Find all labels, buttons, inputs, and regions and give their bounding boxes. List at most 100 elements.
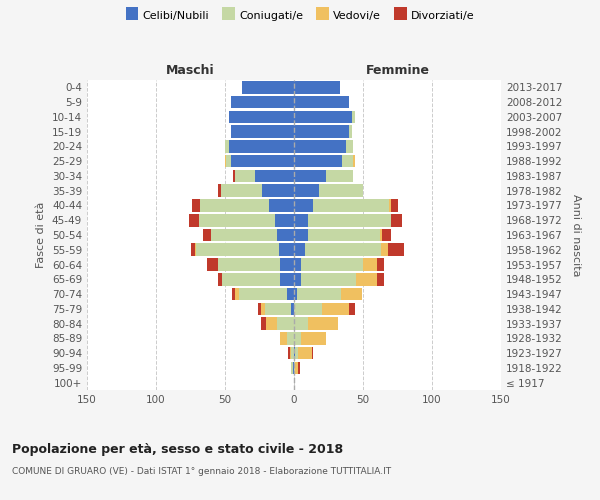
Bar — [346, 140, 353, 152]
Bar — [239, 288, 287, 300]
Bar — [308, 228, 380, 241]
Bar — [343, 155, 353, 168]
Bar — [294, 214, 308, 226]
Bar — [294, 81, 340, 94]
Bar — [294, 170, 326, 182]
Bar — [211, 228, 277, 241]
Bar — [377, 273, 384, 285]
Bar — [294, 332, 301, 344]
Bar — [295, 362, 298, 374]
Bar — [203, 228, 211, 241]
Bar — [290, 347, 291, 360]
Bar — [196, 244, 279, 256]
Bar — [382, 228, 391, 241]
Bar — [356, 273, 377, 285]
Bar — [280, 258, 294, 271]
Bar — [349, 126, 352, 138]
Bar — [294, 302, 322, 315]
Bar — [294, 140, 346, 152]
Bar — [218, 273, 222, 285]
Bar — [225, 155, 226, 168]
Bar — [294, 184, 319, 197]
Bar — [200, 199, 269, 212]
Bar — [233, 170, 235, 182]
Text: COMUNE DI GRUARO (VE) - Dati ISTAT 1° gennaio 2018 - Elaborazione TUTTITALIA.IT: COMUNE DI GRUARO (VE) - Dati ISTAT 1° ge… — [12, 468, 391, 476]
Bar — [294, 110, 352, 123]
Bar — [294, 244, 305, 256]
Bar — [294, 347, 295, 360]
Bar — [298, 347, 312, 360]
Bar — [352, 110, 355, 123]
Bar — [301, 273, 356, 285]
Bar — [269, 199, 294, 212]
Bar — [218, 258, 280, 271]
Bar — [294, 318, 308, 330]
Bar — [287, 332, 294, 344]
Bar — [279, 244, 294, 256]
Bar — [226, 155, 230, 168]
Bar — [377, 258, 384, 271]
Bar — [391, 199, 398, 212]
Bar — [194, 244, 196, 256]
Y-axis label: Anni di nascita: Anni di nascita — [571, 194, 581, 276]
Bar — [295, 347, 298, 360]
Bar — [280, 332, 287, 344]
Bar — [308, 318, 338, 330]
Bar — [192, 199, 200, 212]
Bar — [221, 184, 262, 197]
Legend: Celibi/Nubili, Coniugati/e, Vedovi/e, Divorziati/e: Celibi/Nubili, Coniugati/e, Vedovi/e, Di… — [121, 6, 479, 25]
Bar — [293, 362, 294, 374]
Bar — [230, 126, 294, 138]
Text: Maschi: Maschi — [166, 64, 215, 78]
Bar — [294, 273, 301, 285]
Bar — [261, 302, 265, 315]
Bar — [294, 96, 349, 108]
Bar — [218, 184, 221, 197]
Bar — [189, 214, 199, 226]
Bar — [230, 96, 294, 108]
Bar — [258, 302, 261, 315]
Bar — [353, 155, 355, 168]
Bar — [313, 199, 389, 212]
Bar — [280, 273, 294, 285]
Bar — [191, 244, 194, 256]
Bar — [262, 184, 294, 197]
Bar — [275, 214, 294, 226]
Bar — [266, 318, 277, 330]
Bar — [319, 184, 363, 197]
Bar — [207, 258, 218, 271]
Y-axis label: Fasce di età: Fasce di età — [37, 202, 46, 268]
Bar — [277, 228, 294, 241]
Bar — [230, 155, 294, 168]
Bar — [308, 214, 391, 226]
Bar — [261, 318, 266, 330]
Bar — [363, 258, 377, 271]
Bar — [222, 273, 280, 285]
Bar — [229, 110, 294, 123]
Bar — [322, 302, 349, 315]
Bar — [349, 302, 355, 315]
Bar — [297, 288, 341, 300]
Bar — [235, 170, 256, 182]
Bar — [291, 362, 293, 374]
Bar — [225, 140, 229, 152]
Bar — [312, 347, 313, 360]
Bar — [277, 318, 294, 330]
Bar — [291, 347, 294, 360]
Bar — [287, 288, 294, 300]
Bar — [391, 214, 401, 226]
Bar — [294, 126, 349, 138]
Bar — [298, 362, 299, 374]
Bar — [294, 362, 295, 374]
Bar — [242, 81, 294, 94]
Bar — [301, 332, 326, 344]
Text: Femmine: Femmine — [365, 64, 430, 78]
Bar — [326, 170, 353, 182]
Bar — [341, 288, 362, 300]
Bar — [380, 228, 382, 241]
Bar — [294, 155, 343, 168]
Bar — [294, 288, 297, 300]
Bar — [305, 244, 381, 256]
Bar — [235, 288, 239, 300]
Bar — [229, 140, 294, 152]
